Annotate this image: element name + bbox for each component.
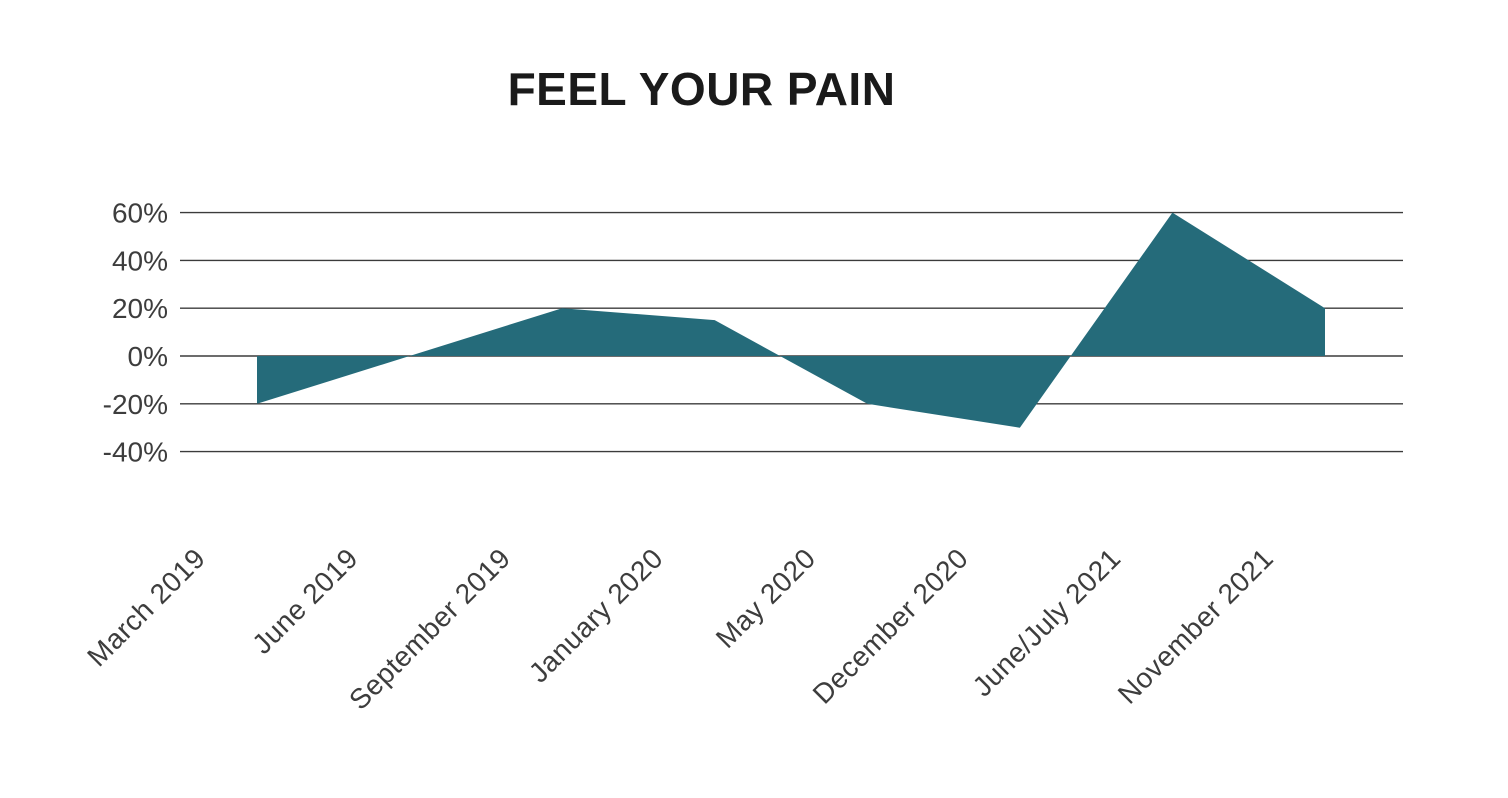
area-series — [257, 212, 1325, 428]
x-axis-category-label: June/July 2021 — [967, 542, 1127, 702]
y-axis-tick-label: -20% — [103, 389, 168, 420]
y-axis-tick-label: 0% — [128, 341, 168, 372]
x-axis-category-label: June 2019 — [246, 542, 364, 660]
x-axis-category-label: November 2021 — [1112, 542, 1279, 709]
x-axis-category-label: December 2020 — [807, 542, 974, 709]
x-axis-category-label: September 2019 — [343, 542, 516, 715]
y-axis-tick-label: 20% — [112, 293, 168, 324]
x-axis-category-label: March 2019 — [81, 542, 211, 672]
chart-title: FEEL YOUR PAIN — [507, 63, 896, 115]
y-axis-tick-label: 40% — [112, 245, 168, 276]
x-axis-category-label: May 2020 — [710, 542, 822, 654]
x-axis-category-label: January 2020 — [523, 542, 669, 688]
y-axis-tick-label: -40% — [103, 437, 168, 468]
y-axis-tick-label: 60% — [112, 198, 168, 229]
